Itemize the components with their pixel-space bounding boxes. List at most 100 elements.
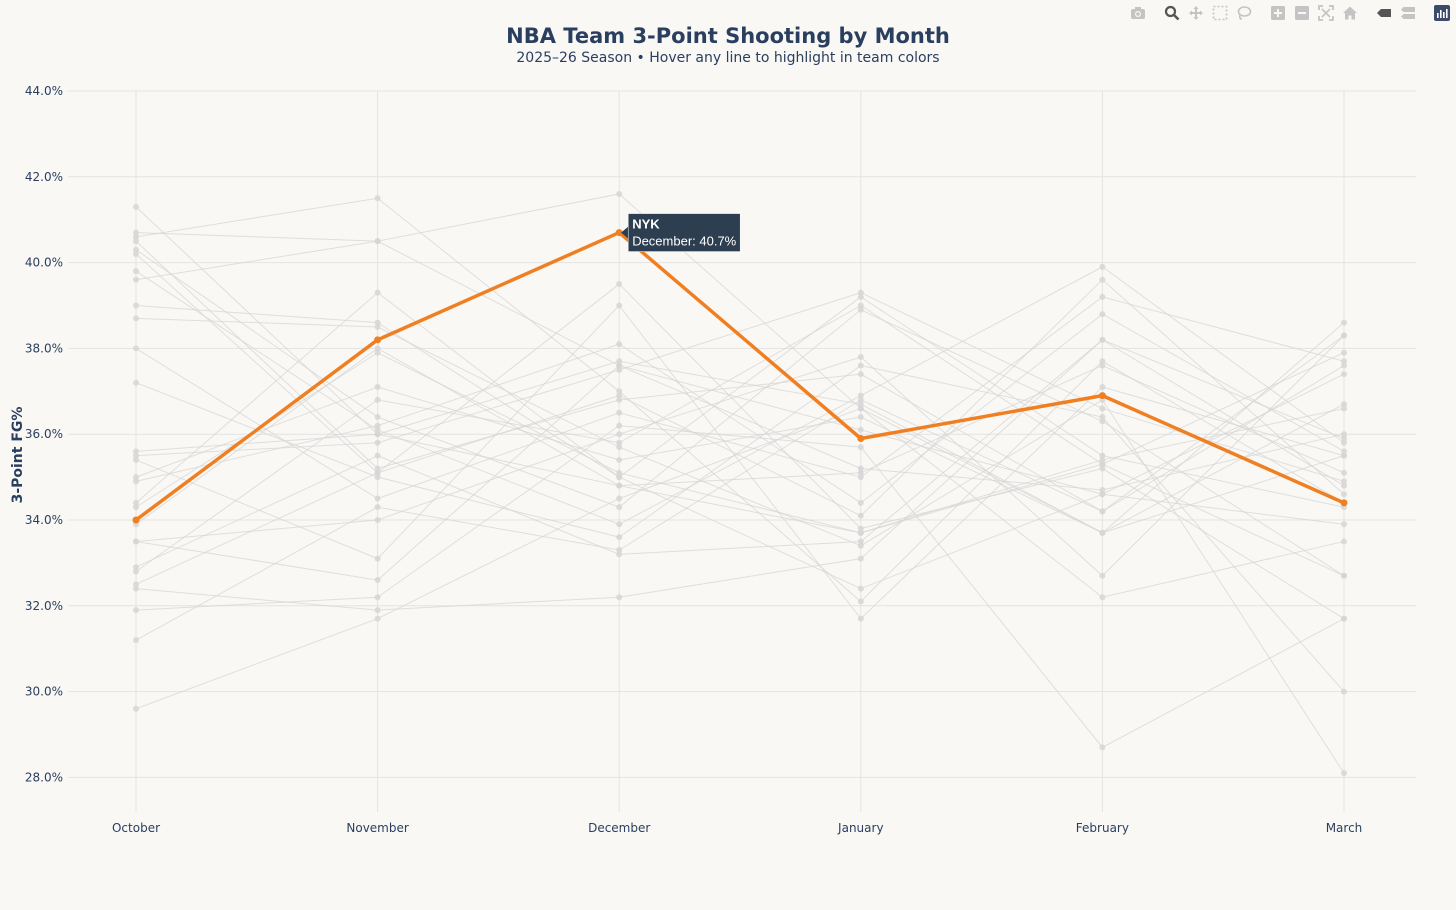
pan-icon[interactable] (1186, 4, 1206, 22)
background-series-line (135, 352, 1345, 534)
background-series-point (374, 396, 381, 403)
background-series-point (616, 495, 623, 502)
background-series-point (374, 607, 381, 614)
background-series-point (1341, 478, 1347, 485)
background-series-point (1099, 358, 1106, 365)
background-series-point (857, 555, 864, 562)
highlighted-series-point (374, 336, 382, 344)
background-series-point (1341, 688, 1347, 695)
background-series-point (133, 302, 139, 309)
background-series-point (1341, 482, 1347, 489)
x-tick-label: October (112, 821, 160, 835)
background-series-point (1341, 349, 1347, 356)
background-series-point (374, 594, 381, 601)
background-series-point (133, 705, 139, 712)
background-series-point (1341, 538, 1347, 545)
background-series-point (616, 444, 623, 451)
background-series-point (1341, 615, 1347, 622)
background-series-point (1099, 418, 1106, 425)
plotly-logo-icon[interactable] (1432, 4, 1452, 22)
background-series-point (616, 422, 623, 429)
background-series-point (616, 469, 623, 476)
background-series-point (1099, 491, 1106, 498)
background-series-point (1341, 491, 1347, 498)
background-series-point (1341, 431, 1347, 438)
background-series-point (616, 396, 623, 403)
highlighted-series-point (132, 516, 140, 524)
highlighted-series-point (1340, 499, 1348, 507)
background-series-point (133, 607, 139, 614)
background-series-line (135, 365, 1345, 581)
hover-compare-icon[interactable] (1398, 4, 1418, 22)
y-tick-label: 34.0% (25, 513, 63, 527)
background-series-point (133, 315, 139, 322)
background-series-point (857, 525, 864, 532)
background-series-point (1099, 336, 1106, 343)
background-series-point (1099, 465, 1106, 472)
background-series-point (1099, 362, 1106, 369)
background-series-point (133, 238, 139, 245)
background-series-point (616, 474, 623, 481)
background-series-point (1341, 452, 1347, 459)
hover-closest-icon[interactable] (1374, 4, 1394, 22)
background-series-line (135, 296, 1345, 508)
background-series-point (616, 392, 623, 399)
box-select-icon[interactable] (1210, 4, 1230, 22)
background-series-point (374, 345, 381, 352)
zoom-out-icon[interactable] (1292, 4, 1312, 22)
background-series-point (133, 229, 139, 236)
camera-icon[interactable] (1128, 4, 1148, 22)
background-series-point (1341, 332, 1347, 339)
background-series-point (616, 439, 623, 446)
tooltip-box (627, 213, 741, 252)
background-series-point (133, 268, 139, 275)
y-tick-label: 42.0% (25, 170, 63, 184)
background-series-point (374, 431, 381, 438)
background-series-point (857, 585, 864, 592)
background-series-point (1341, 371, 1347, 378)
y-tick-label: 30.0% (25, 685, 63, 699)
background-series-point (374, 615, 381, 622)
background-series-point (1341, 401, 1347, 408)
background-series-point (857, 469, 864, 476)
background-series-point (374, 452, 381, 459)
autoscale-icon[interactable] (1316, 4, 1336, 22)
zoom-in-icon[interactable] (1268, 4, 1288, 22)
lasso-icon[interactable] (1234, 4, 1254, 22)
reset-axes-icon[interactable] (1340, 4, 1360, 22)
background-series-point (374, 517, 381, 523)
background-series-point (1099, 461, 1106, 468)
background-series-line (135, 193, 1345, 598)
background-series-point (857, 302, 864, 309)
background-series-point (616, 409, 623, 416)
background-series-point (857, 392, 864, 399)
background-series-point (857, 401, 864, 408)
background-series-line (135, 339, 1345, 611)
chart-title: NBA Team 3-Point Shooting by Month (506, 24, 950, 48)
background-series-point (133, 581, 139, 588)
y-tick-label: 32.0% (25, 599, 63, 613)
background-series-point (374, 238, 381, 245)
background-series-point (616, 358, 623, 365)
background-series-point (857, 615, 864, 622)
background-series-point (1099, 572, 1106, 579)
y-tick-label: 44.0% (25, 84, 63, 98)
x-tick-label: November (346, 821, 408, 835)
background-series-line (135, 266, 1345, 525)
background-series-point (133, 564, 139, 571)
background-series-point (616, 302, 623, 309)
background-series-point (857, 426, 864, 433)
background-series-line (135, 339, 1345, 568)
y-tick-label: 38.0% (25, 341, 63, 355)
tooltip-pointer (621, 226, 629, 239)
background-series-point (133, 246, 139, 253)
background-series-point (857, 499, 864, 506)
zoom-icon[interactable] (1162, 4, 1182, 22)
background-series-point (1341, 405, 1347, 412)
background-series-point (1099, 414, 1106, 421)
background-series-point (1099, 405, 1106, 412)
chart-subtitle: 2025–26 Season • Hover any line to highl… (516, 50, 940, 66)
background-series-point (1099, 486, 1106, 493)
highlighted-series-point (1098, 392, 1106, 400)
background-series-point (133, 478, 139, 485)
